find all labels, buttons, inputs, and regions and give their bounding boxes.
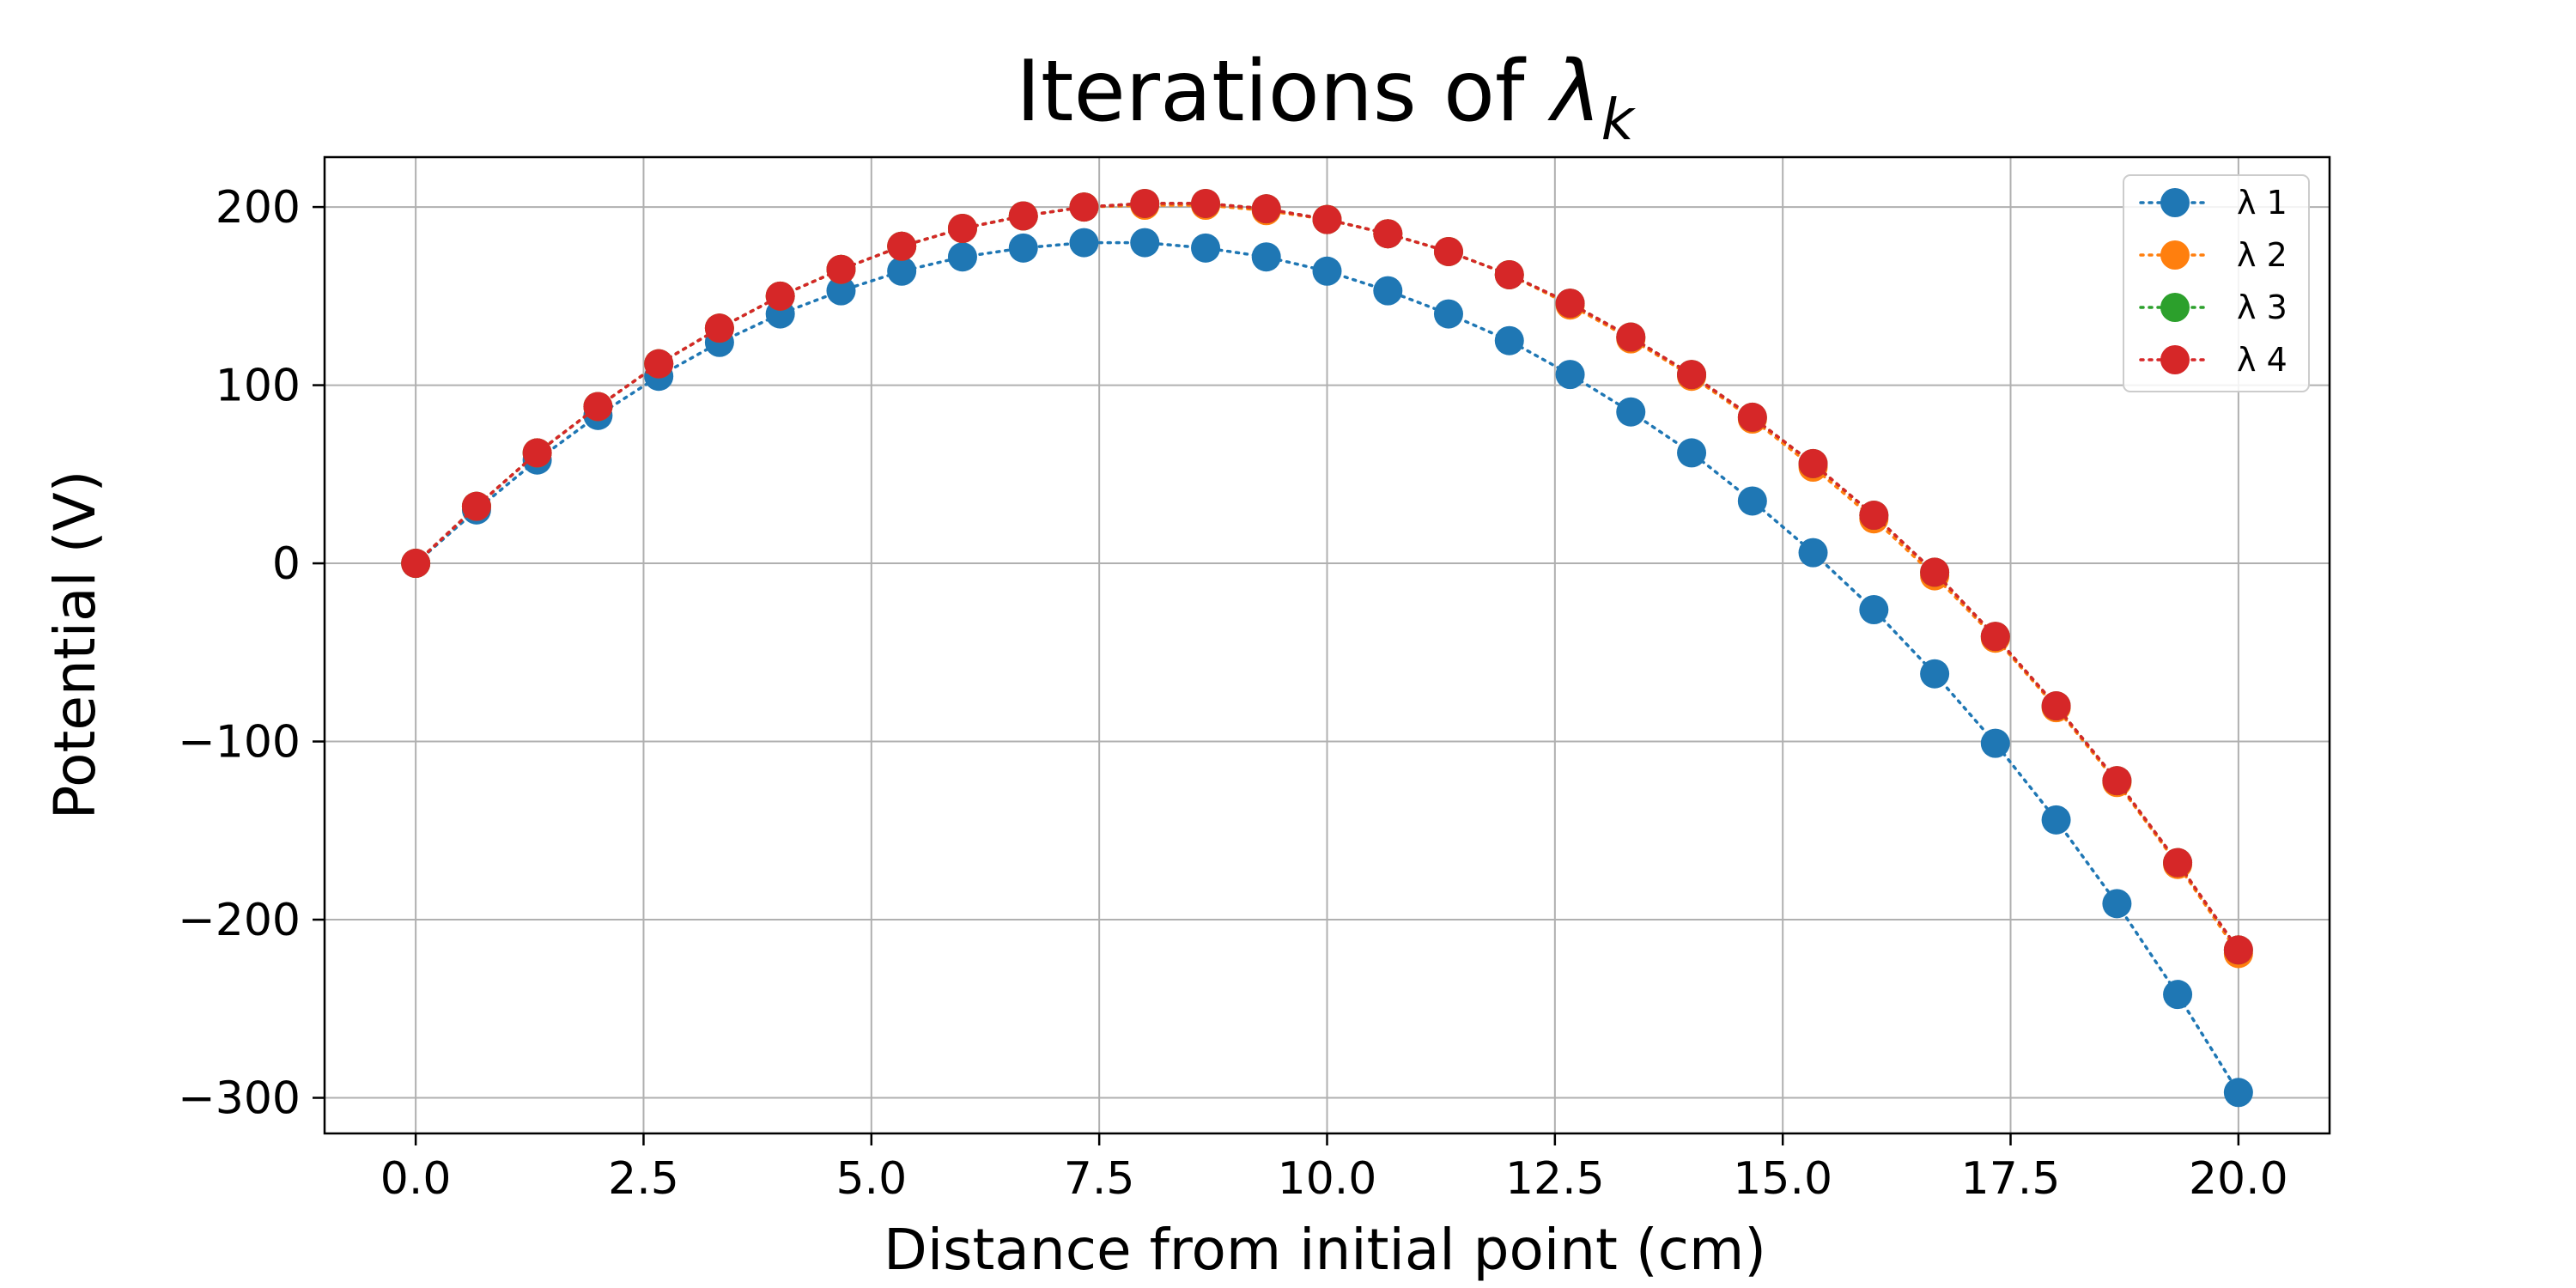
data-point — [1494, 325, 1524, 355]
data-point — [947, 242, 977, 272]
legend-marker — [2160, 345, 2190, 374]
y-tick-label: −100 — [178, 717, 301, 769]
legend-item: λ 2 — [2139, 236, 2287, 274]
data-point — [1373, 276, 1403, 306]
data-point — [1980, 728, 2010, 758]
legend-label: λ 3 — [2237, 289, 2287, 326]
legend-item: λ 1 — [2139, 184, 2287, 222]
data-point — [1433, 299, 1463, 329]
data-point — [2041, 691, 2071, 721]
data-point — [1433, 236, 1463, 266]
data-point — [1130, 228, 1160, 258]
data-point — [2041, 805, 2071, 835]
y-axis: −300 −200 −100 0 100 200 — [178, 182, 325, 1125]
legend: λ 1 λ 2 λ 3 λ 4 — [2123, 174, 2310, 392]
data-point — [1616, 322, 1646, 352]
data-point — [2102, 889, 2132, 919]
data-point — [1130, 188, 1160, 218]
legend-label: λ 2 — [2237, 236, 2287, 274]
data-point — [1616, 397, 1646, 427]
data-point — [1859, 501, 1889, 531]
data-point — [1737, 486, 1767, 516]
y-tick-label: 100 — [216, 361, 301, 412]
x-tick-label: 5.0 — [835, 1153, 907, 1205]
data-point — [826, 276, 856, 306]
data-point — [704, 313, 734, 343]
series-4 — [401, 188, 2253, 965]
legend-box — [2123, 174, 2310, 392]
data-point — [1251, 194, 1281, 224]
data-point — [1798, 448, 1828, 478]
data-point — [2223, 935, 2253, 965]
data-point — [826, 254, 856, 284]
y-tick-label: −200 — [178, 895, 301, 946]
y-tick-label: −300 — [178, 1073, 301, 1125]
x-tick-label: 0.0 — [380, 1153, 452, 1205]
x-tick-label: 15.0 — [1733, 1153, 1832, 1205]
data-point — [1312, 256, 1342, 286]
y-tick-label: 0 — [272, 538, 301, 590]
data-point — [1859, 595, 1889, 625]
data-point — [1920, 659, 1950, 689]
data-point — [583, 392, 613, 422]
data-point — [1798, 538, 1828, 568]
legend-marker — [2160, 293, 2190, 322]
data-point — [1677, 438, 1707, 468]
data-point — [2163, 848, 2193, 878]
data-point — [765, 281, 795, 311]
data-point — [887, 231, 917, 261]
data-point — [1191, 233, 1221, 263]
x-tick-label: 17.5 — [1961, 1153, 2061, 1205]
legend-item: λ 3 — [2139, 289, 2287, 326]
data-point — [1008, 201, 1038, 231]
x-tick-label: 12.5 — [1505, 1153, 1605, 1205]
x-tick-label: 10.0 — [1278, 1153, 1377, 1205]
data-point — [947, 213, 977, 243]
data-point — [1251, 242, 1281, 272]
x-axis: 0.0 2.5 5.0 7.5 10.0 12.5 15.0 17.5 20.0 — [380, 1133, 2288, 1205]
data-point — [1555, 289, 1585, 319]
data-point — [1555, 360, 1585, 390]
data-point — [522, 438, 552, 468]
series-layer — [401, 188, 2253, 1108]
x-tick-label: 2.5 — [608, 1153, 679, 1205]
data-point — [461, 491, 491, 521]
data-point — [1069, 228, 1099, 258]
data-point — [2102, 766, 2132, 796]
data-point — [1494, 259, 1524, 289]
data-point — [1980, 622, 2010, 652]
data-point — [1312, 204, 1342, 234]
data-point — [2223, 1078, 2253, 1108]
data-point — [887, 256, 917, 286]
y-tick-label: 200 — [216, 182, 301, 234]
x-axis-label: Distance from initial point (cm) — [884, 1217, 1766, 1283]
data-point — [2163, 980, 2193, 1010]
data-point — [401, 549, 431, 579]
data-point — [1677, 360, 1707, 390]
legend-marker — [2160, 188, 2190, 217]
data-point — [1008, 233, 1038, 263]
data-point — [1191, 188, 1221, 218]
data-point — [1737, 402, 1767, 432]
x-tick-label: 20.0 — [2189, 1153, 2288, 1205]
y-axis-label: Potential (V) — [42, 471, 108, 820]
data-point — [644, 349, 674, 379]
data-point — [1920, 557, 1950, 587]
x-tick-label: 7.5 — [1064, 1153, 1135, 1205]
data-point — [1069, 192, 1099, 222]
legend-marker — [2160, 240, 2190, 270]
legend-label: λ 1 — [2237, 184, 2287, 222]
chart-title: Iterations of λk — [1016, 43, 1637, 153]
data-point — [1373, 219, 1403, 249]
legend-item: λ 4 — [2139, 341, 2287, 379]
legend-label: λ 4 — [2237, 341, 2287, 379]
